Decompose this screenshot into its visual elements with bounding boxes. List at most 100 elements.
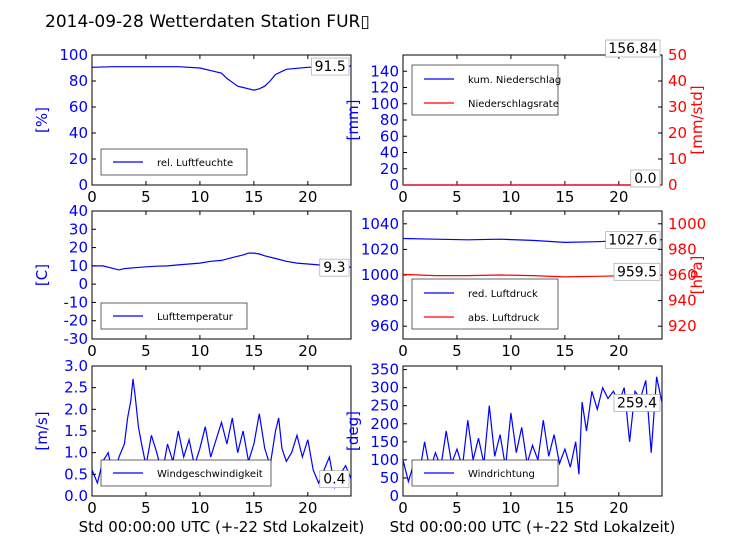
- y-tick-label: 3.0: [64, 357, 88, 375]
- y-tick-label: 80: [380, 111, 399, 129]
- x-tick-label: 15: [555, 499, 574, 517]
- y-axis-label: [m/s]: [33, 411, 51, 450]
- x-tick-label: 5: [452, 499, 462, 517]
- value-readout-2: 0.0: [634, 171, 656, 187]
- y-tick-label: 0: [78, 275, 88, 293]
- y-tick-label: 150: [370, 433, 399, 451]
- value-readout-2-box: [630, 169, 661, 188]
- chart-panel-5: 0 5 10 15 20 0.0 0.5 1.0 1.5 2.0 2.5 3.0 [m/s] Std 00…: [33, 357, 364, 536]
- y-tick-label: 120: [370, 79, 399, 97]
- x-tick-label: 15: [244, 499, 263, 517]
- chart-panel-4: 0 5 10 15 20 960 980 1000 1020 1040 920 940 960 980 10…: [361, 210, 706, 360]
- value-readout-2: 959.5: [617, 264, 657, 280]
- y-tick-label: 1020: [361, 240, 399, 258]
- y-tick-label: 300: [370, 379, 399, 397]
- y-tick-label: 2.0: [64, 400, 88, 418]
- legend-label: kum. Niederschlag: [468, 75, 561, 86]
- y-tick-label: 1.5: [64, 422, 88, 440]
- value-readout: 91.5: [315, 59, 346, 75]
- x-tick-label: 20: [298, 342, 317, 360]
- y-axis-label: [deg]: [344, 411, 362, 451]
- y-right-tick-label: 10: [668, 150, 687, 168]
- x-tick-label: 20: [298, 188, 317, 206]
- y-tick-label: 0.5: [64, 465, 88, 483]
- x-tick-label: 15: [555, 188, 574, 206]
- value-readout-2-box: [613, 262, 661, 281]
- value-readout: 1027.6: [608, 233, 657, 249]
- y-tick-label: -10: [64, 293, 89, 311]
- y-tick-label: 10: [69, 257, 88, 275]
- y-tick-label: 100: [370, 451, 399, 469]
- y-tick-label: 960: [370, 317, 399, 335]
- y-tick-label: 980: [370, 292, 399, 310]
- legend-label: Windrichtung: [468, 469, 535, 480]
- y-right-tick-label: 40: [668, 72, 687, 90]
- x-axis-label: Std 00:00:00 UTC (+-22 Std Lokalzeit): [390, 518, 676, 536]
- x-tick-label: 5: [452, 188, 462, 206]
- y-tick-label: 30: [69, 220, 88, 238]
- y-tick-label: 1040: [361, 215, 399, 233]
- y-tick-label: 50: [380, 469, 399, 487]
- x-tick-label: 0: [398, 342, 408, 360]
- x-tick-label: 10: [501, 342, 520, 360]
- y-right-tick-label: 50: [668, 46, 687, 64]
- y-tick-label: 200: [370, 415, 399, 433]
- value-readout-box: [605, 39, 661, 58]
- y-axis-label: [C]: [33, 264, 51, 286]
- legend-label: Lufttemperatur: [157, 312, 234, 323]
- value-readout-box: [319, 258, 350, 277]
- x-tick-label: 5: [141, 342, 151, 360]
- y-tick-label: 350: [370, 361, 399, 379]
- y-right-tick-label: 20: [668, 124, 687, 142]
- x-tick-label: 20: [609, 499, 628, 517]
- x-tick-label: 10: [501, 499, 520, 517]
- series-line-1: [92, 252, 352, 271]
- legend-label: rel. Luftfeuchte: [157, 158, 233, 169]
- y-right-tick-label: 980: [668, 240, 697, 258]
- value-readout: 259.4: [617, 395, 657, 411]
- y-axis-label: [%]: [33, 107, 51, 133]
- x-tick-label: 20: [298, 499, 317, 517]
- x-tick-label: 10: [190, 342, 209, 360]
- legend-label: red. Luftdruck: [468, 289, 538, 300]
- x-tick-label: 15: [555, 342, 574, 360]
- figure-title: 2014-09-28 Wetterdaten Station FUR▯: [45, 12, 370, 32]
- y-tick-label: 40: [69, 202, 88, 220]
- y-tick-label: 100: [370, 95, 399, 113]
- y-tick-label: 80: [69, 72, 88, 90]
- x-tick-label: 10: [501, 188, 520, 206]
- y-tick-label: 20: [69, 150, 88, 168]
- legend-label: abs. Luftdruck: [468, 313, 539, 324]
- y-right-tick-label: 920: [668, 317, 697, 335]
- x-tick-label: 15: [244, 342, 263, 360]
- x-tick-label: 0: [398, 188, 408, 206]
- y-tick-label: 1.0: [64, 444, 88, 462]
- y-right-tick-label: 960: [668, 266, 697, 284]
- series-line-1: [91, 65, 352, 91]
- y-tick-label: 0.0: [64, 487, 88, 505]
- x-tick-label: 5: [452, 342, 462, 360]
- value-readout-box: [319, 470, 350, 488]
- legend-label: Niederschlagsrate: [468, 99, 559, 110]
- x-tick-label: 5: [141, 188, 151, 206]
- value-readout-box: [311, 57, 350, 76]
- y-tick-label: 40: [69, 124, 88, 142]
- legend-label: Windgeschwindigkeit: [157, 469, 263, 480]
- legend-box: [411, 64, 559, 116]
- x-tick-label: 0: [398, 499, 408, 517]
- y-tick-label: 60: [380, 127, 399, 145]
- x-tick-label: 20: [609, 342, 628, 360]
- chart-panel-1: 0 5 10 15 20 0 20 40 60 80 100 [%] rel. Luftfeuchte 9…: [33, 46, 352, 206]
- value-readout: 156.84: [608, 41, 657, 57]
- x-tick-label: 0: [87, 342, 97, 360]
- value-readout: 0.4: [323, 472, 345, 488]
- y-tick-label: -20: [64, 312, 89, 330]
- x-tick-label: 10: [190, 188, 209, 206]
- y-tick-label: 1000: [361, 266, 399, 284]
- y-tick-label: 40: [380, 144, 399, 162]
- y-tick-label: 250: [370, 397, 399, 415]
- y-tick-label: -30: [64, 330, 89, 348]
- chart-panel-3: 0 5 10 15 20-30-20-10010203040[C]Lufttempera…: [33, 202, 352, 360]
